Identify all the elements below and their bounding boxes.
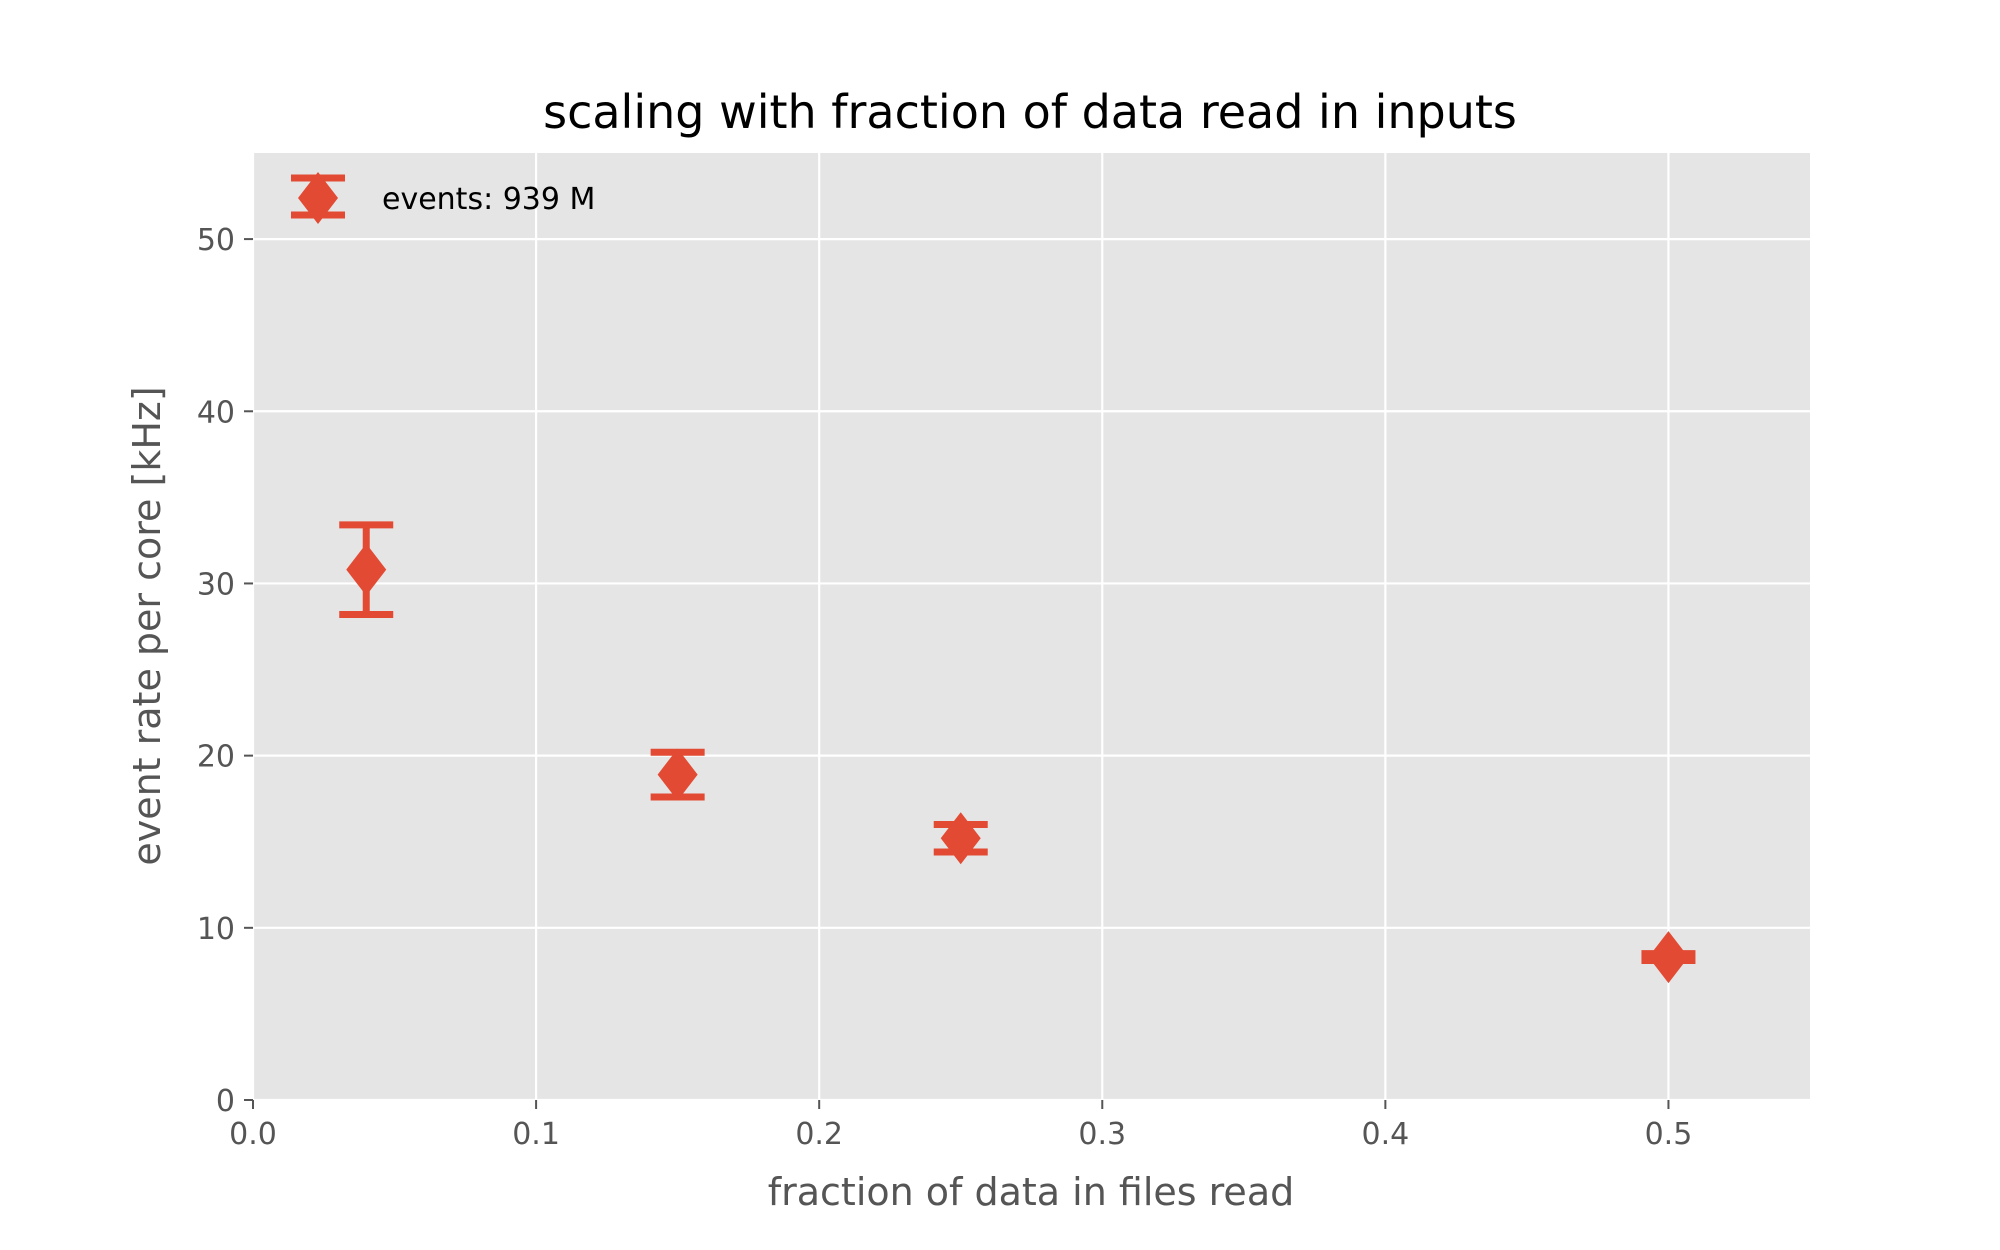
data-points: [339, 521, 1696, 984]
y-tick-label: 10: [197, 912, 235, 947]
data-point: [650, 748, 705, 801]
x-tick-label: 0.5: [1645, 1117, 1693, 1152]
data-point: [1641, 931, 1696, 984]
x-tick-label: 0.1: [512, 1117, 560, 1152]
data-marker: [346, 543, 387, 596]
y-tick-label: 40: [197, 395, 235, 430]
plot-area: [253, 153, 1810, 1100]
chart-title: scaling with fraction of data read in in…: [543, 85, 1517, 139]
data-marker: [940, 812, 981, 865]
x-tick-label: 0.4: [1362, 1117, 1410, 1152]
data-marker: [1648, 931, 1689, 984]
data-point: [933, 812, 988, 865]
y-axis-label: event rate per core [kHz]: [125, 386, 169, 865]
grid: [251, 153, 1810, 1102]
legend-entry: events: 939 M: [291, 172, 595, 224]
x-tick-label: 0.2: [795, 1117, 843, 1152]
y-tick-label: 50: [197, 223, 235, 258]
data-marker: [657, 748, 698, 801]
x-tick-label: 0.3: [1078, 1117, 1126, 1152]
y-tick-label: 20: [197, 740, 235, 775]
x-tick-label: 0.0: [229, 1117, 277, 1152]
data-point: [339, 521, 394, 618]
y-tick-label: 0: [216, 1084, 235, 1119]
axes: 0.0 0.1 0.2 0.3 0.4 0.5 0 10 20 30 40 50: [197, 223, 1693, 1152]
legend: events: 939 M: [291, 172, 595, 224]
legend-label: events: 939 M: [382, 182, 595, 217]
y-tick-label: 30: [197, 567, 235, 602]
x-axis-label: fraction of data in files read: [768, 1170, 1294, 1214]
legend-marker: [298, 172, 338, 224]
